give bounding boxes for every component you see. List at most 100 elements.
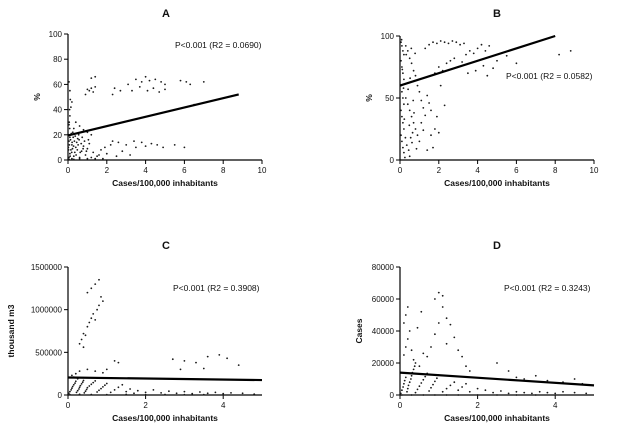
data-point — [191, 392, 194, 395]
data-point — [98, 304, 100, 307]
data-point — [72, 127, 75, 130]
data-point — [179, 368, 182, 371]
data-point — [569, 50, 572, 52]
data-point — [401, 389, 403, 392]
data-point — [70, 389, 72, 391]
data-point — [531, 392, 533, 395]
data-point — [67, 392, 70, 395]
data-point — [237, 364, 240, 366]
data-point — [69, 393, 71, 396]
data-point — [68, 108, 71, 111]
data-point — [84, 390, 87, 393]
data-point — [554, 394, 557, 396]
data-point — [98, 389, 100, 392]
data-point — [69, 89, 71, 92]
y-tick-label: 20000 — [372, 359, 395, 368]
data-point — [402, 121, 404, 124]
data-point — [424, 114, 427, 117]
data-point — [164, 393, 166, 396]
data-point — [125, 393, 128, 396]
y-axis-label: Cases — [354, 318, 364, 343]
data-point — [404, 45, 407, 47]
data-point — [408, 57, 411, 60]
data-point — [152, 389, 155, 391]
data-point — [428, 102, 430, 104]
data-point — [402, 72, 404, 75]
data-point — [78, 386, 81, 389]
data-point — [402, 386, 404, 388]
data-point — [400, 134, 402, 137]
data-point — [129, 388, 132, 390]
data-point — [78, 157, 81, 160]
y-axis-label: thousand m3 — [6, 304, 16, 357]
panel-a: A 0 20 40 60 80 100 0 2 4 6 8 10 Cases/100,000 inhabi… — [32, 8, 267, 188]
data-point — [218, 354, 221, 356]
data-point — [403, 322, 405, 324]
y-tick-label: 80 — [53, 55, 62, 64]
data-point — [90, 317, 93, 320]
data-point — [428, 43, 430, 46]
data-point — [152, 87, 155, 90]
data-point — [144, 393, 147, 396]
data-point — [185, 81, 188, 83]
data-point — [92, 151, 95, 154]
data-point — [439, 84, 442, 87]
data-point — [100, 387, 102, 390]
data-point — [410, 47, 413, 50]
data-point — [92, 313, 95, 315]
x-tick-label: 0 — [66, 401, 71, 410]
data-point — [69, 152, 71, 155]
data-point — [457, 394, 460, 396]
data-point — [71, 147, 74, 150]
data-point — [131, 89, 133, 92]
data-point — [410, 374, 413, 377]
data-point — [416, 134, 419, 137]
data-point — [69, 155, 71, 158]
data-point — [105, 382, 108, 385]
data-point — [83, 140, 86, 143]
data-point — [85, 150, 88, 153]
data-point — [70, 106, 72, 108]
data-point — [413, 365, 416, 368]
data-point — [73, 140, 76, 143]
data-point — [202, 81, 205, 83]
data-point — [102, 157, 104, 160]
data-point — [68, 127, 71, 130]
data-point — [437, 322, 440, 324]
data-point — [81, 136, 84, 139]
data-point — [404, 346, 407, 348]
data-point — [445, 62, 448, 65]
data-point — [412, 121, 415, 124]
data-point — [410, 349, 413, 352]
y-tick-label: 0 — [58, 156, 63, 165]
data-point — [484, 50, 487, 52]
data-point — [72, 383, 75, 386]
data-point — [86, 88, 89, 91]
data-point — [90, 87, 93, 90]
data-point — [69, 390, 71, 393]
data-point — [136, 389, 139, 392]
data-point — [96, 308, 98, 311]
panel-title: D — [493, 240, 501, 252]
data-point — [80, 150, 83, 153]
data-point — [146, 89, 149, 92]
data-point — [432, 41, 434, 44]
data-point — [115, 155, 118, 158]
data-point — [408, 109, 411, 112]
data-point — [434, 333, 436, 336]
data-point — [457, 389, 460, 392]
data-point — [413, 112, 415, 114]
data-point — [411, 141, 413, 144]
data-point — [71, 385, 74, 388]
data-point — [422, 107, 425, 109]
data-point — [434, 394, 436, 396]
data-point — [480, 43, 483, 46]
data-point — [158, 91, 161, 93]
panel-title: B — [493, 8, 501, 20]
data-point — [439, 40, 442, 42]
data-point — [434, 380, 436, 383]
data-point — [73, 151, 76, 154]
data-point — [144, 145, 147, 148]
data-point — [94, 86, 97, 88]
